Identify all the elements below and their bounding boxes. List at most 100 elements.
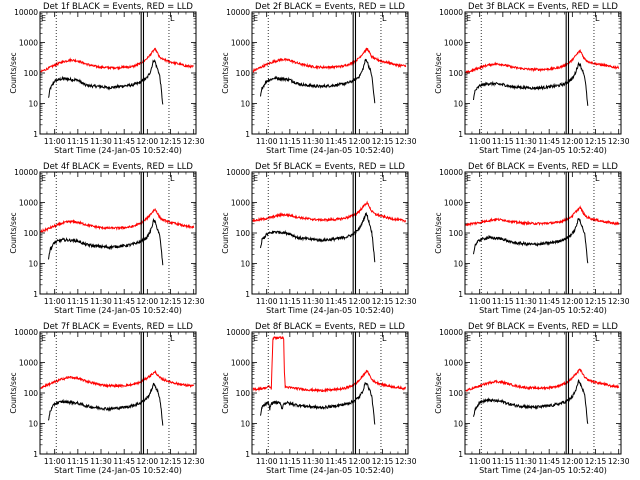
corner-marker-e: E	[253, 334, 258, 343]
panel-det-4: Det 4f BLACK = Events, RED = LLD E L 1 10 100…	[9, 162, 205, 315]
series-group	[465, 49, 620, 106]
x-tick-label: 11:15	[279, 137, 301, 146]
x-axis-label: Start Time (24-Jan-05 10:52:40)	[479, 306, 607, 315]
x-tick-label: 12:00	[562, 137, 584, 146]
plot-frame	[251, 171, 409, 295]
corner-marker-e: E	[466, 334, 471, 343]
x-tick-label: 12:15	[160, 457, 182, 466]
x-tick-label: 11:00	[469, 297, 491, 306]
x-tick-label: 11:00	[469, 457, 491, 466]
y-tick-label: 10	[453, 100, 463, 109]
x-tick-label: 11:15	[67, 297, 89, 306]
plot-frame	[39, 171, 197, 295]
panel-title: Det 2f BLACK = Events, RED = LLD	[255, 2, 405, 12]
y-tick-label: 10	[453, 420, 463, 429]
x-tick-label: 12:15	[372, 137, 394, 146]
y-tick-label: 1	[33, 130, 38, 139]
lld-series-line	[40, 207, 195, 233]
y-axis-label: Counts/sec	[434, 372, 443, 413]
plot-frame	[39, 331, 197, 455]
series-group	[465, 205, 620, 264]
x-tick-label: 12:15	[585, 457, 607, 466]
lld-series-line	[465, 368, 620, 392]
x-tick-label: 11:45	[325, 297, 347, 306]
y-axis-label: Counts/sec	[221, 212, 230, 253]
series-group	[40, 207, 195, 266]
series-group	[252, 200, 407, 263]
y-tick-label: 1000	[19, 199, 38, 208]
corner-marker-e: E	[41, 174, 46, 183]
y-axis-label: Counts/sec	[9, 212, 18, 253]
y-axis-label: Counts/sec	[221, 372, 230, 413]
x-tick-label: 12:15	[585, 297, 607, 306]
y-tick-label: 10	[28, 100, 38, 109]
y-tick-label: 1	[245, 290, 250, 299]
y-tick-label: 100	[24, 69, 39, 78]
corner-marker-l: L	[170, 174, 175, 183]
panel-title: Det 4f BLACK = Events, RED = LLD	[43, 162, 193, 172]
corner-marker-l: L	[382, 334, 387, 343]
y-tick-label: 10	[240, 260, 250, 269]
y-tick-label: 100	[24, 229, 39, 238]
corner-marker-e: E	[253, 174, 258, 183]
series-group	[40, 47, 195, 105]
x-tick-label: 12:00	[137, 137, 159, 146]
x-tick-label: 12:00	[137, 297, 159, 306]
x-tick-label: 12:15	[160, 297, 182, 306]
events-series-line	[48, 382, 164, 426]
panel-title: Det 7f BLACK = Events, RED = LLD	[43, 322, 193, 332]
x-tick-label: 11:15	[492, 137, 514, 146]
x-tick-label: 11:15	[279, 457, 301, 466]
y-tick-label: 10	[240, 420, 250, 429]
corner-marker-l: L	[382, 174, 387, 183]
x-tick-label: 12:00	[562, 457, 584, 466]
panel-title: Det 8f BLACK = Events, RED = LLD	[255, 322, 405, 332]
y-tick-label: 100	[24, 389, 39, 398]
x-tick-label: 12:00	[562, 297, 584, 306]
y-tick-label: 10000	[439, 8, 463, 17]
corner-marker-l: L	[595, 14, 600, 23]
panel-det-7: Det 7f BLACK = Events, RED = LLD E L 1 10 100…	[9, 322, 205, 475]
x-tick-label: 11:00	[469, 137, 491, 146]
y-tick-label: 1000	[231, 199, 250, 208]
lld-series-line	[40, 47, 195, 73]
y-axis-label: Counts/sec	[434, 212, 443, 253]
series-group	[252, 47, 407, 104]
corner-marker-l: L	[595, 334, 600, 343]
x-tick-label: 12:15	[585, 137, 607, 146]
y-tick-label: 100	[236, 389, 251, 398]
panel-det-8: Det 8f BLACK = Events, RED = LLD E L 1 10 100…	[221, 322, 417, 475]
x-tick-label: 12:00	[137, 457, 159, 466]
corner-marker-e: E	[466, 174, 471, 183]
x-tick-label: 11:30	[90, 297, 112, 306]
panel-title: Det 1f BLACK = Events, RED = LLD	[43, 2, 193, 12]
x-axis-label: Start Time (24-Jan-05 10:52:40)	[266, 146, 394, 155]
x-tick-label: 11:45	[325, 137, 347, 146]
corner-marker-e: E	[253, 14, 258, 23]
x-axis-label: Start Time (24-Jan-05 10:52:40)	[266, 466, 394, 475]
y-tick-label: 1000	[444, 199, 463, 208]
x-tick-label: 11:45	[113, 137, 135, 146]
y-tick-label: 1	[245, 450, 250, 459]
plot-frame	[464, 11, 622, 135]
x-axis-label: Start Time (24-Jan-05 10:52:40)	[479, 146, 607, 155]
y-tick-label: 1000	[19, 39, 38, 48]
plot-frame	[464, 171, 622, 295]
y-tick-label: 100	[236, 69, 251, 78]
panel-det-9: Det 9f BLACK = Events, RED = LLD E L 1 10 100…	[434, 322, 630, 475]
x-tick-label: 11:15	[492, 297, 514, 306]
x-tick-label: 11:45	[538, 297, 560, 306]
x-tick-label: 11:00	[44, 297, 66, 306]
corner-marker-e: E	[41, 334, 46, 343]
series-group	[40, 369, 195, 426]
x-tick-label: 11:30	[90, 457, 112, 466]
y-tick-label: 1000	[231, 359, 250, 368]
x-tick-label: 12:30	[183, 137, 205, 146]
y-axis-label: Counts/sec	[434, 52, 443, 93]
y-tick-label: 100	[449, 389, 464, 398]
y-tick-label: 1000	[444, 39, 463, 48]
x-axis-label: Start Time (24-Jan-05 10:52:40)	[266, 306, 394, 315]
x-tick-label: 12:30	[395, 457, 417, 466]
y-tick-label: 10000	[14, 168, 38, 177]
panel-title: Det 3f BLACK = Events, RED = LLD	[468, 2, 618, 12]
